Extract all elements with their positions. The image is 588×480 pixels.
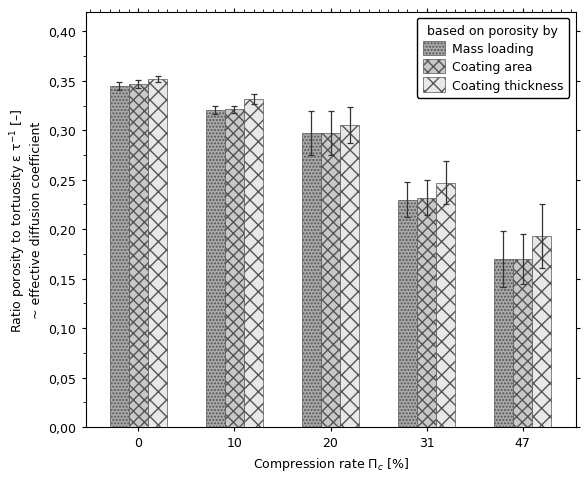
Bar <box>244 99 263 427</box>
Bar <box>109 86 129 427</box>
Legend: Mass loading, Coating area, Coating thickness: Mass loading, Coating area, Coating thic… <box>416 19 569 98</box>
Bar <box>513 259 532 427</box>
Bar <box>129 84 148 427</box>
Bar <box>340 126 359 427</box>
Bar <box>148 80 167 427</box>
Bar <box>397 200 417 427</box>
X-axis label: Compression rate Π$_c$ [%]: Compression rate Π$_c$ [%] <box>252 455 409 472</box>
Y-axis label: Ratio porosity to tortuosity ε τ$^{-1}$ [–]
~ effective diffusion coefficient: Ratio porosity to tortuosity ε τ$^{-1}$ … <box>8 108 43 332</box>
Bar <box>321 134 340 427</box>
Bar <box>436 183 456 427</box>
Bar <box>532 237 552 427</box>
Bar <box>494 259 513 427</box>
Bar <box>206 111 225 427</box>
Bar <box>225 110 244 427</box>
Bar <box>417 198 436 427</box>
Bar <box>302 134 321 427</box>
